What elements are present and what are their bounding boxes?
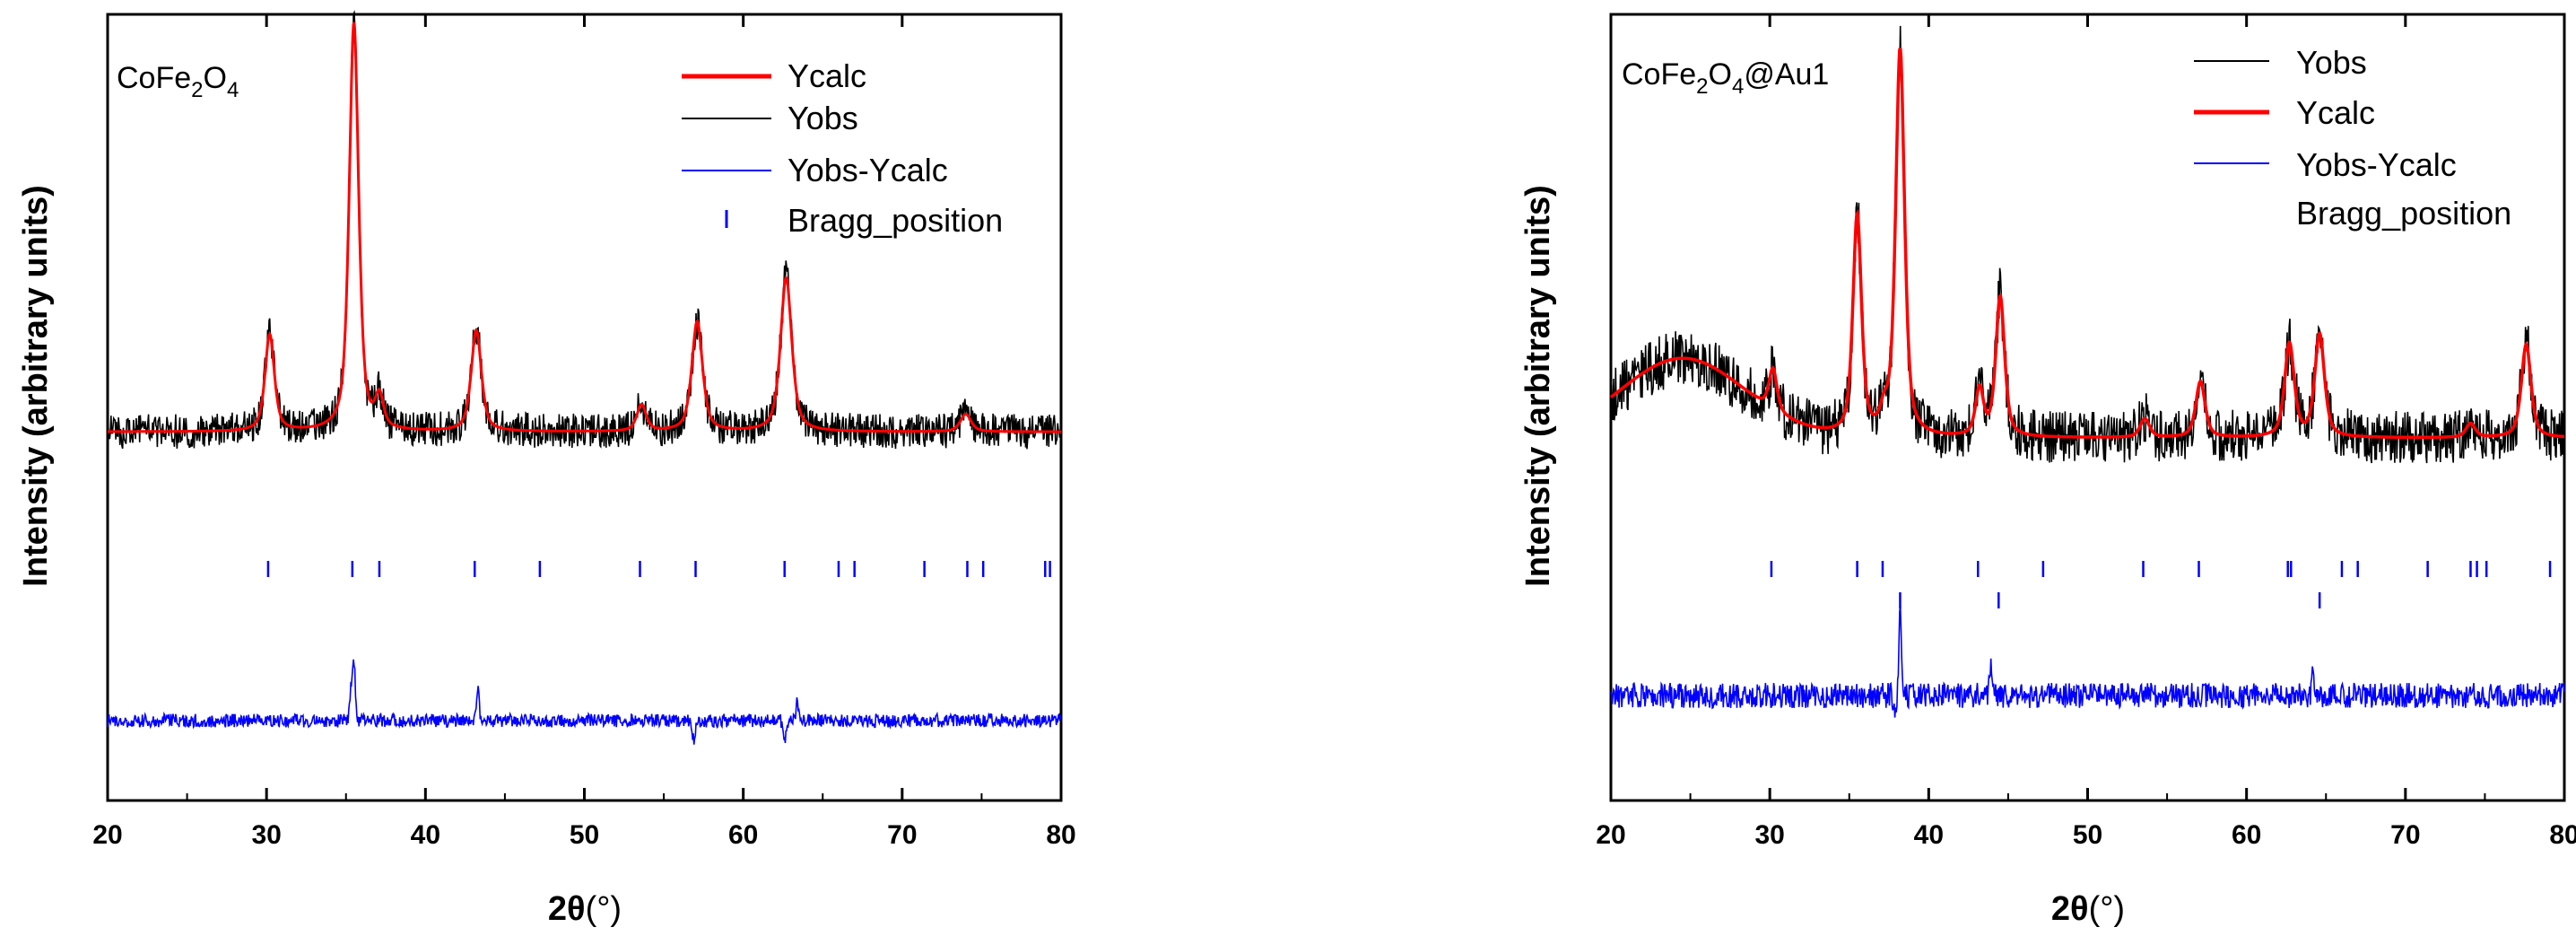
left-chart-marks bbox=[107, 9, 1062, 745]
right-chart-marks bbox=[1609, 25, 2565, 718]
left-x-tick-label: 40 bbox=[411, 820, 440, 850]
right-legend-diff: Yobs-Ycalc bbox=[2296, 146, 2457, 183]
right-x-axis-label: 2θ(°) bbox=[2051, 890, 2125, 928]
left-x-tick-label: 80 bbox=[1046, 820, 1075, 850]
left-x-ticks: 20 30 40 50 60 70 80 bbox=[92, 14, 1076, 850]
left-x-axis-label: 2θ(°) bbox=[548, 890, 622, 928]
right-legend: Yobs Ycalc Yobs-Ycalc Bragg_position bbox=[2194, 44, 2511, 232]
right-series-yobs bbox=[1610, 25, 2565, 464]
left-y-axis-label: Intensity (arbitrary units) bbox=[17, 185, 55, 587]
left-x-tick-label: 70 bbox=[887, 820, 917, 850]
right-x-tick-label: 20 bbox=[1596, 820, 1625, 850]
left-x-tick-label: 50 bbox=[570, 820, 599, 850]
left-sample-label: CoFe2O4 bbox=[117, 61, 239, 102]
left-legend-ycalc: Ycalc bbox=[788, 57, 866, 94]
left-x-tick-label: 30 bbox=[251, 820, 281, 850]
right-x-tick-label: 80 bbox=[2549, 820, 2576, 850]
left-series-ycalc bbox=[108, 22, 1061, 433]
right-x-tick-label: 30 bbox=[1754, 820, 1784, 850]
right-x-tick-label: 60 bbox=[2232, 820, 2261, 850]
right-x-tick-label: 40 bbox=[1914, 820, 1944, 850]
left-series-yobs-ycalc bbox=[107, 659, 1062, 745]
left-legend-yobs: Yobs bbox=[788, 100, 858, 136]
right-legend-bragg: Bragg_position bbox=[2296, 195, 2511, 232]
left-legend-diff: Yobs-Ycalc bbox=[788, 152, 948, 188]
left-legend-bragg: Bragg_position bbox=[788, 202, 1003, 239]
right-x-ticks: 20 30 40 50 60 70 80 bbox=[1596, 14, 2576, 850]
left-plot-frame bbox=[106, 13, 1063, 802]
right-legend-yobs: Yobs bbox=[2296, 44, 2367, 81]
right-series-yobs-ycalc bbox=[1610, 605, 2565, 718]
right-chart-panel: 20 30 40 50 60 70 80 CoFe2O4@Au1 Yobs Ycalc Yo… bbox=[1519, 13, 2576, 928]
right-series-ycalc bbox=[1609, 47, 2565, 440]
right-x-tick-label: 50 bbox=[2073, 820, 2102, 850]
right-y-axis-label: Intensity (arbitrary units) bbox=[1519, 185, 1557, 587]
right-sample-label: CoFe2O4@Au1 bbox=[1622, 57, 1829, 99]
right-legend-ycalc: Ycalc bbox=[2296, 94, 2375, 131]
left-chart-panel: 20 30 40 50 60 70 80 CoFe2O4 Ycalc Yobs Yobs-Y… bbox=[17, 9, 1076, 928]
left-x-tick-label: 20 bbox=[92, 820, 122, 850]
left-x-tick-label: 60 bbox=[728, 820, 758, 850]
right-x-tick-label: 70 bbox=[2390, 820, 2420, 850]
left-legend: Ycalc Yobs Yobs-Ycalc Bragg_position bbox=[682, 57, 1003, 239]
